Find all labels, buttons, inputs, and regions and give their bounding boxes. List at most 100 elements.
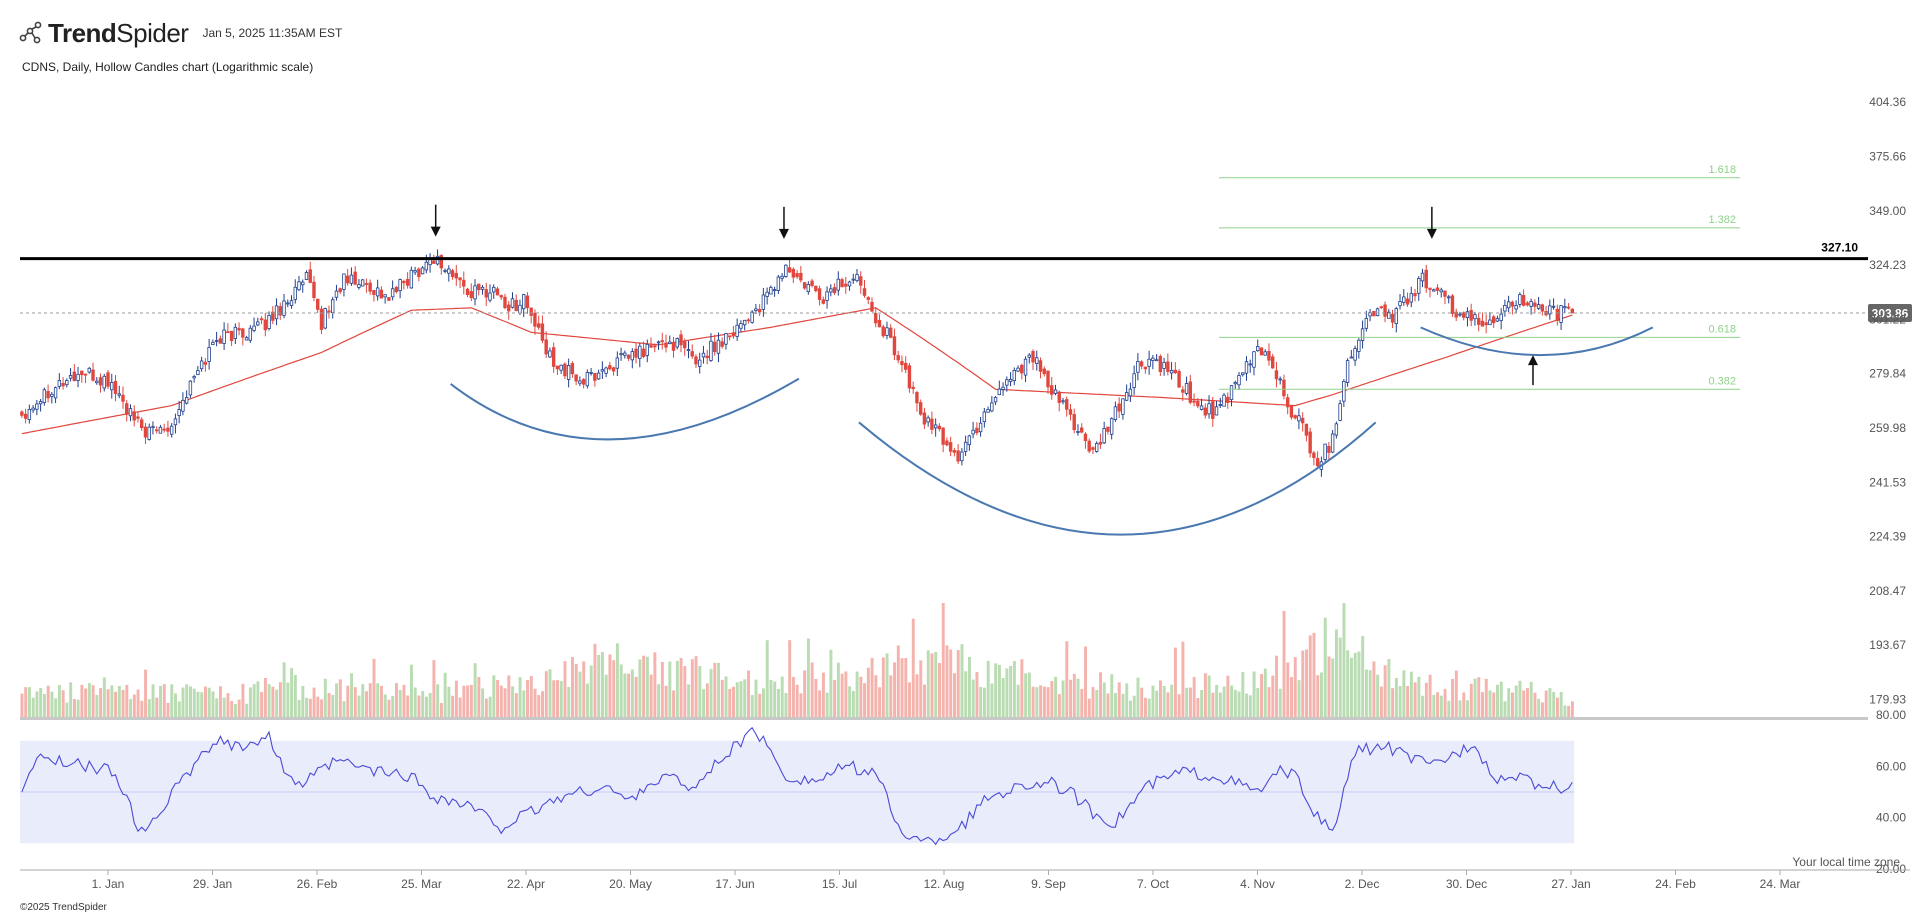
volume-bar	[57, 684, 61, 718]
volume-bar	[1466, 700, 1470, 718]
candle-body	[933, 424, 938, 429]
volume-bar	[997, 664, 1001, 718]
candle-body	[462, 279, 466, 287]
volume-bar	[1125, 683, 1129, 718]
volume-bar	[1121, 693, 1125, 718]
volume-bar	[473, 663, 477, 718]
candle-body	[844, 283, 848, 287]
candle-body	[166, 427, 170, 432]
candle-body	[402, 280, 406, 284]
volume-bar	[488, 696, 492, 718]
volume-bar	[312, 687, 316, 718]
candle-body	[757, 309, 762, 313]
volume-bar	[814, 678, 818, 718]
x-axis-tick-label: 1. Jan	[92, 877, 125, 891]
volume-bar	[687, 684, 691, 718]
volume-bar	[316, 696, 320, 718]
candle-body	[784, 264, 788, 277]
volume-bar	[585, 683, 589, 718]
volume-bar	[271, 686, 275, 718]
volume-bar	[1439, 695, 1443, 718]
candle-body	[1417, 278, 1421, 294]
volume-bar	[496, 679, 500, 718]
volume-bar	[600, 651, 604, 718]
volume-bar	[799, 693, 803, 718]
volume-bar	[503, 688, 507, 718]
moving-average-line	[21, 307, 1573, 435]
volume-bar	[1570, 701, 1574, 718]
volume-bar	[1057, 694, 1061, 718]
volume-bar	[612, 660, 616, 718]
volume-bar	[185, 684, 189, 718]
volume-bar	[1237, 691, 1241, 718]
candle-body	[956, 450, 960, 462]
candle-body	[742, 319, 747, 326]
volume-bar	[511, 686, 515, 718]
candle-body	[522, 294, 526, 310]
volume-bar	[31, 697, 35, 718]
candle-body	[866, 297, 870, 300]
rsi-axis-tick-label: 40.00	[1876, 811, 1906, 825]
volume-bar	[365, 691, 368, 718]
volume-bar	[1559, 691, 1563, 718]
volume-bar	[672, 690, 676, 718]
volume-bar	[604, 674, 608, 718]
volume-bar	[323, 678, 327, 718]
volume-bar	[1173, 647, 1177, 718]
candle-body	[1465, 311, 1470, 318]
candle-body	[1038, 360, 1043, 372]
volume-bar	[522, 690, 526, 718]
candle-body	[855, 274, 859, 282]
volume-bar	[46, 685, 50, 718]
candle-body	[1147, 358, 1151, 367]
volume-bar	[821, 672, 825, 718]
candle-body	[334, 290, 339, 298]
candle-body	[61, 382, 65, 387]
candle-body	[375, 287, 380, 297]
volume-bar	[866, 667, 870, 718]
volume-bar	[308, 698, 312, 718]
candle-body	[1506, 301, 1511, 309]
down-arrow-head	[778, 228, 789, 239]
candle-body	[1458, 313, 1462, 316]
candle-body	[776, 276, 781, 291]
candle-body	[1413, 293, 1417, 297]
volume-bar	[975, 671, 979, 718]
candle-body	[772, 289, 777, 291]
volume-bar	[844, 671, 848, 718]
volume-bar	[1185, 687, 1189, 718]
candle-body	[1293, 415, 1297, 419]
volume-bar	[102, 677, 106, 718]
candle-body	[106, 372, 110, 387]
trendspider-logo-icon	[19, 21, 42, 44]
candle-body	[503, 296, 507, 309]
candle-body	[859, 276, 863, 286]
candle-body	[1285, 397, 1290, 408]
candle-body	[578, 380, 582, 384]
volume-bar	[282, 662, 286, 718]
up-arrow-head	[1527, 355, 1538, 366]
candle-body	[1510, 301, 1515, 307]
candle-body	[1087, 440, 1091, 452]
candle-body	[1409, 293, 1413, 303]
candle-body	[1166, 361, 1170, 372]
volume-bar	[215, 698, 219, 718]
volume-bar	[1522, 690, 1526, 718]
volume-bar	[702, 689, 706, 718]
candle-body	[885, 327, 889, 336]
volume-bar	[1473, 678, 1477, 718]
candle-body	[1450, 295, 1455, 314]
candle-body	[338, 288, 342, 293]
candle-body	[1300, 417, 1305, 424]
candle-body	[1061, 400, 1065, 403]
candle-body	[229, 330, 234, 342]
volume-bar	[574, 663, 578, 718]
candle-body	[454, 272, 458, 279]
candle-body	[76, 373, 80, 381]
volume-bar	[181, 687, 185, 718]
volume-bar	[260, 691, 264, 718]
candle-body	[42, 389, 47, 403]
candle-body	[492, 286, 496, 293]
candle-body	[1117, 403, 1121, 412]
